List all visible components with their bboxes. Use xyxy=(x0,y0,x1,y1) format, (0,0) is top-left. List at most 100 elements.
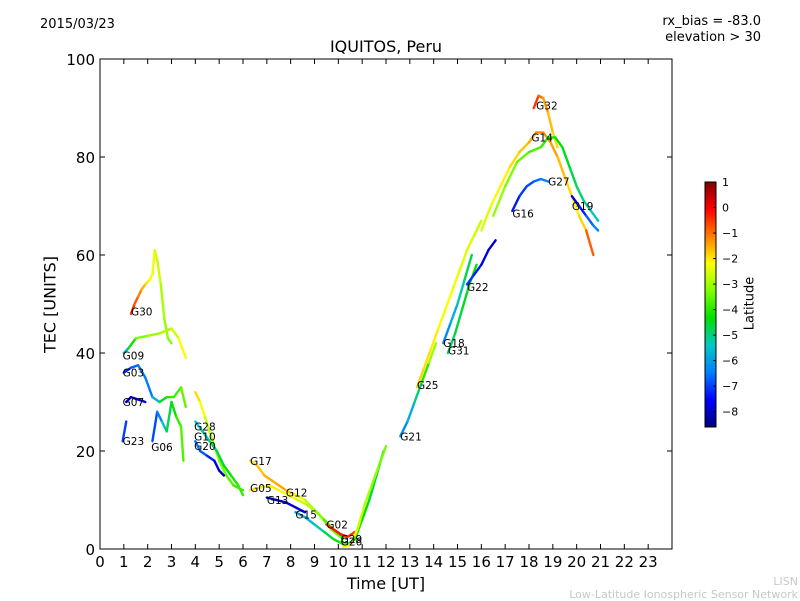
colorbar-tick-label: 0 xyxy=(722,202,729,215)
series-G20-segment xyxy=(198,449,209,458)
series-G05-segment xyxy=(296,498,309,507)
satellite-label-G27: G27 xyxy=(548,177,570,189)
series-G26-segment xyxy=(363,484,373,507)
series-G14-segment xyxy=(518,141,531,154)
series-G17-segment xyxy=(270,479,280,487)
series-G12-segment xyxy=(294,493,307,502)
series-G03-segment xyxy=(172,386,183,399)
series-G22-segment xyxy=(480,248,490,266)
series-G27-segment xyxy=(575,185,586,203)
y-tick-label: 60 xyxy=(76,247,95,265)
series-G22-segment xyxy=(487,239,497,252)
satellite-label-G06: G06 xyxy=(151,442,173,454)
colorbar-tick-label: −7 xyxy=(722,380,738,393)
series-G10-segment xyxy=(222,464,233,477)
series-G20-segment xyxy=(194,440,202,453)
series-G19 xyxy=(570,194,600,232)
series-G22 xyxy=(465,239,497,286)
x-tick-label: 5 xyxy=(214,553,224,571)
series-G13 xyxy=(265,496,307,514)
series-G03-segment xyxy=(151,395,161,404)
series-G16-segment xyxy=(525,180,535,188)
series-G26-segment xyxy=(341,543,352,548)
series-G19-segment xyxy=(570,194,581,208)
series-G05-segment xyxy=(287,493,300,502)
series-G25-segment xyxy=(437,307,447,330)
satellite-label-G03: G03 xyxy=(123,368,144,380)
header-elevation: elevation > 30 xyxy=(665,30,761,45)
x-tick-label: 1 xyxy=(119,553,129,571)
series-G05-segment xyxy=(268,484,280,492)
x-tick-label: 21 xyxy=(591,553,610,571)
series-G27-segment xyxy=(503,160,519,188)
plot-frame xyxy=(99,58,673,550)
series-G15-segment xyxy=(322,530,335,541)
series-G06-segment xyxy=(170,400,178,418)
series-G27-segment xyxy=(582,199,593,213)
series-G28-segment xyxy=(194,391,202,404)
series-G06-segment xyxy=(155,410,164,423)
series-G03-segment xyxy=(144,376,154,399)
series-G06-segment xyxy=(175,415,183,428)
series-G19-segment xyxy=(592,224,600,232)
satellite-label-G12: G12 xyxy=(286,488,308,500)
series-G30-segment xyxy=(153,248,159,262)
x-axis-label: Time [UT] xyxy=(346,574,426,593)
series-G09-segment xyxy=(158,327,173,335)
series-G25-segment xyxy=(430,327,440,350)
series-G17-segment xyxy=(277,484,288,492)
series-G05-segment xyxy=(248,486,261,492)
series-G06-segment xyxy=(179,425,185,462)
series-G17 xyxy=(248,459,288,492)
series-G18-segment xyxy=(456,278,466,306)
satellite-label-G17: G17 xyxy=(250,456,272,468)
satellite-label-G10: G10 xyxy=(194,431,216,443)
colorbar-tick-label: −3 xyxy=(722,278,738,291)
x-tick-label: 9 xyxy=(310,553,320,571)
satellite-label-G09: G09 xyxy=(123,350,144,362)
colorbar-tick-label: −2 xyxy=(722,253,738,266)
series-G23 xyxy=(121,420,128,443)
series-G21 xyxy=(399,342,438,438)
series-G02-segment xyxy=(339,533,350,538)
series-G05-segment xyxy=(329,528,345,541)
series-G12-segment xyxy=(284,489,297,497)
colorbar xyxy=(704,181,717,428)
series-G16-segment xyxy=(539,177,550,183)
y-tick-label: 0 xyxy=(85,541,95,559)
satellite-label-G29: G29 xyxy=(341,534,363,546)
series-G30-segment xyxy=(136,288,143,298)
series-G03-segment xyxy=(158,395,168,404)
series-G18-segment xyxy=(442,322,452,345)
series-G31-segment xyxy=(461,283,471,311)
series-G15-segment xyxy=(332,538,345,546)
series-G30-segment xyxy=(151,248,157,276)
series-G25-segment xyxy=(472,219,483,237)
x-tick-label: 7 xyxy=(262,553,272,571)
series-G18-segment xyxy=(463,253,473,281)
series-G31-segment xyxy=(446,332,457,355)
series-G26 xyxy=(341,444,388,548)
satellite-label-G21: G21 xyxy=(400,431,422,443)
x-tick-label: 11 xyxy=(353,553,372,571)
x-tick-label: 18 xyxy=(519,553,538,571)
header-rx-bias: rx_bias = -83.0 xyxy=(662,14,761,29)
x-tick-label: 4 xyxy=(191,553,201,571)
series-G21-segment xyxy=(399,420,409,438)
series-G27-segment xyxy=(554,136,564,149)
series-G21-segment xyxy=(420,361,431,384)
series-G03 xyxy=(122,364,188,409)
series-G14-segment xyxy=(499,165,512,188)
series-G22-segment xyxy=(472,263,483,276)
satellite-label-G05: G05 xyxy=(250,483,272,495)
series-G07-segment xyxy=(136,398,147,404)
series-G30-segment xyxy=(133,295,140,306)
series-G16 xyxy=(511,177,550,213)
series-G32-segment xyxy=(551,131,559,149)
series-G13-segment xyxy=(294,506,307,514)
series-G27-segment xyxy=(515,150,531,164)
series-G14-segment xyxy=(527,131,538,144)
series-G26-segment xyxy=(356,503,366,531)
x-tick-label: 16 xyxy=(472,553,491,571)
